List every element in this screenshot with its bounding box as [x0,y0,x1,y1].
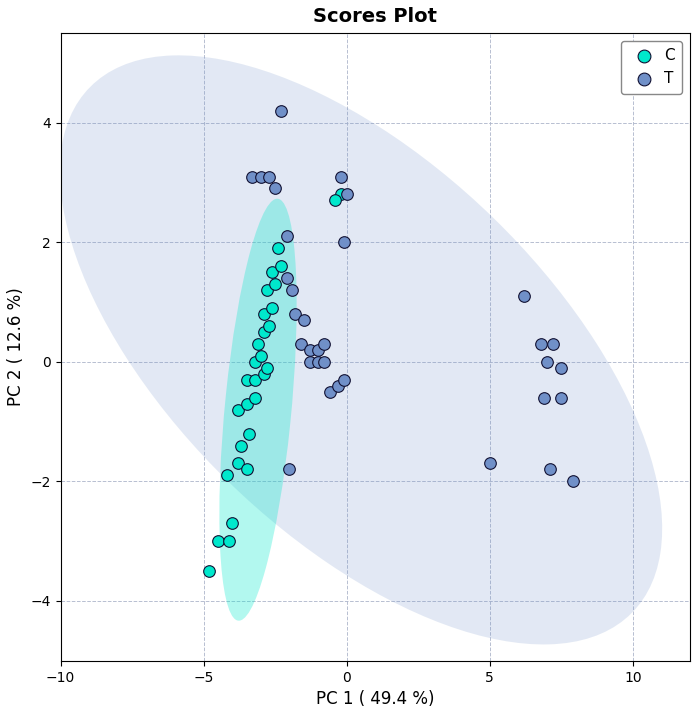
T [304,344,315,355]
Title: Scores Plot: Scores Plot [314,7,437,26]
T [281,272,292,284]
C [252,338,263,350]
C [267,302,278,314]
C [270,278,281,290]
C [335,189,346,200]
T [338,374,349,385]
T [319,356,330,368]
T [319,338,330,350]
C [330,194,341,206]
C [273,242,284,254]
T [484,458,496,469]
C [250,356,261,368]
C [241,398,252,410]
T [275,105,286,117]
T [567,475,579,487]
C [213,536,224,547]
Ellipse shape [60,55,662,644]
T [332,380,344,392]
Y-axis label: PC 2 ( 12.6 %): PC 2 ( 12.6 %) [7,287,25,406]
C [261,285,272,296]
T [296,338,307,350]
T [539,392,550,403]
C [255,350,266,362]
T [281,231,292,242]
C [250,374,261,385]
T [324,386,335,398]
Legend: C, T: C, T [621,41,682,94]
T [536,338,547,350]
C [261,362,272,373]
C [232,404,243,415]
T [286,285,298,296]
T [290,308,301,320]
C [224,536,235,547]
C [236,440,247,451]
T [335,171,346,182]
C [221,470,232,481]
T [304,356,315,368]
X-axis label: PC 1 ( 49.4 %): PC 1 ( 49.4 %) [316,690,434,708]
C [258,326,269,337]
C [232,458,243,469]
T [312,356,323,368]
T [298,315,309,326]
T [338,237,349,248]
C [264,320,275,332]
C [227,518,238,529]
C [241,374,252,385]
T [556,392,567,403]
T [247,171,258,182]
T [255,171,266,182]
C [241,464,252,475]
T [544,464,556,475]
C [250,392,261,403]
C [244,428,255,439]
T [284,464,295,475]
C [258,308,269,320]
T [542,356,553,368]
C [204,566,215,577]
Ellipse shape [220,199,297,621]
T [264,171,275,182]
T [312,344,323,355]
T [556,362,567,373]
T [519,290,530,302]
T [341,189,352,200]
C [267,267,278,278]
T [270,183,281,194]
C [258,368,269,380]
C [275,260,286,272]
T [547,338,558,350]
